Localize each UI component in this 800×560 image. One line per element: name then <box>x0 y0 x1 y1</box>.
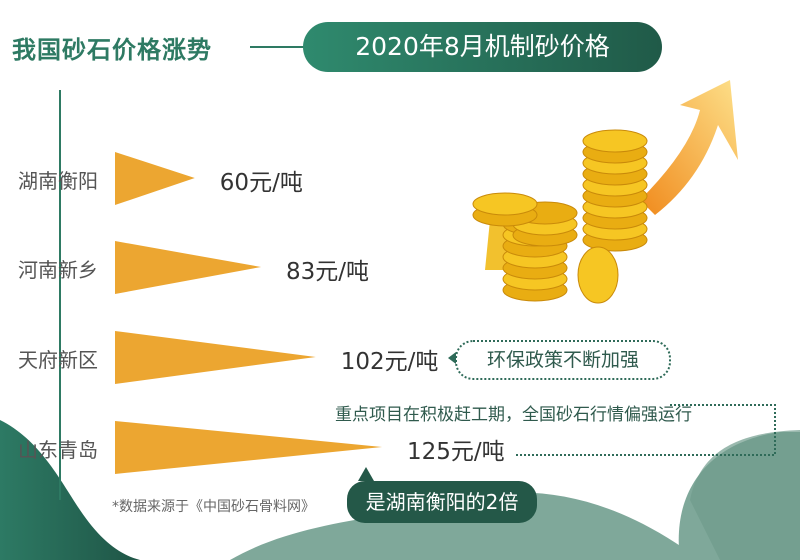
bar-1 <box>115 241 262 294</box>
comparison-badge: 是湖南衡阳的2倍 <box>347 481 537 523</box>
subtitle-pill: 2020年8月机制砂价格 <box>303 22 662 72</box>
value-label: 102元/吨 <box>340 349 439 375</box>
value-label: 60元/吨 <box>219 170 303 196</box>
bar-0 <box>115 152 195 205</box>
source-note: *数据来源于《中国砂石骨料网》 <box>112 499 315 515</box>
category-label: 天府新区 <box>18 348 98 372</box>
coin-icon <box>577 246 619 304</box>
projects-note: 重点项目在积极赶工期，全国砂石行情偏强运行 <box>335 405 692 425</box>
rising-arrow-icon <box>640 80 738 215</box>
category-label: 河南新乡 <box>18 258 98 282</box>
coin-icon <box>472 192 538 216</box>
value-label: 83元/吨 <box>286 259 370 285</box>
coin-icon <box>582 129 648 153</box>
page-title: 我国砂石价格涨势 <box>12 36 212 64</box>
bar-2 <box>115 331 316 384</box>
bar-3 <box>115 421 382 474</box>
category-label: 湖南衡阳 <box>18 169 98 193</box>
coins-illustration <box>472 80 738 304</box>
value-label: 125元/吨 <box>407 439 505 465</box>
badge-pointer <box>358 467 374 481</box>
note-pointer <box>448 352 456 364</box>
category-label: 山东青岛 <box>18 438 98 462</box>
note-connector <box>515 404 776 456</box>
policy-note: 环保政策不断加强 <box>455 340 671 380</box>
